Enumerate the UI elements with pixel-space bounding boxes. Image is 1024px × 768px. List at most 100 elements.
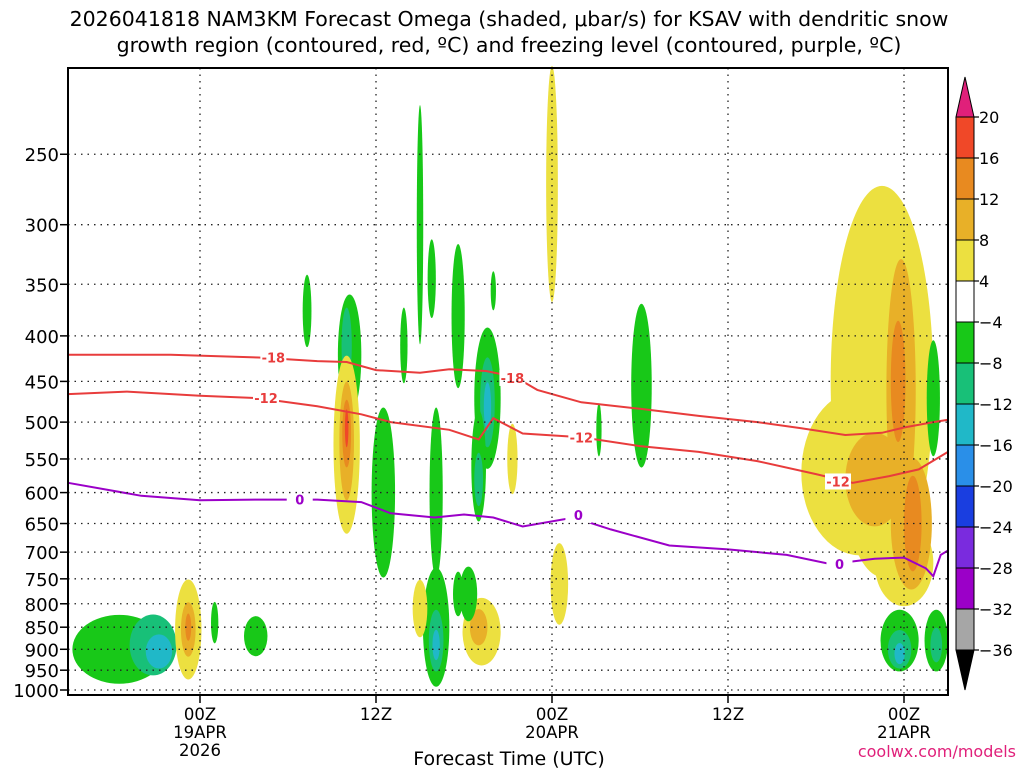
y-tick-label-400: 400 (25, 327, 59, 348)
grid-layer (68, 68, 948, 695)
colorbar-under-triangle (955, 649, 975, 691)
omega-area-46 (890, 320, 906, 443)
contour-label-0-0: 0 (295, 494, 304, 509)
omega-area-15 (371, 407, 396, 578)
omega-area-36 (546, 65, 558, 303)
colorbar-segment-5 (955, 403, 975, 446)
x-tick-year-0: 2026 (179, 741, 221, 760)
colorbar-label-5: −16 (979, 436, 1013, 455)
contour-layer: -18 -18 -12 -12 -12 0 0 0 (67, 349, 949, 579)
omega-area-23 (412, 579, 428, 638)
omega-area-22 (429, 407, 443, 578)
x-tick-label-0: 00Z (184, 705, 216, 724)
omega-area-51 (926, 340, 940, 457)
colorbar-segment-11 (955, 157, 975, 200)
omega-area-50 (894, 642, 905, 665)
colorbar-label-3: −24 (979, 518, 1013, 537)
omega-area-38 (596, 403, 602, 457)
contour-label-bg-0-2 (826, 556, 853, 573)
colorbar-segment-12 (955, 116, 975, 159)
y-tick-label-750: 750 (25, 570, 59, 591)
omega-area-7 (244, 616, 268, 657)
omega-area-16 (400, 307, 408, 384)
y-tick-label-650: 650 (25, 515, 59, 536)
y-tick-label-950: 950 (25, 661, 59, 682)
colorbar-segment-7 (955, 321, 975, 364)
y-tick-label-600: 600 (25, 484, 59, 505)
omega-area-39 (631, 303, 652, 468)
chart-title-line2: growth region (contoured, red, ºC) and f… (117, 33, 902, 57)
colorbar-label-0: −36 (979, 641, 1013, 660)
contour-line--18 (68, 353, 949, 437)
colorbar-segment-10 (955, 198, 975, 241)
contour-label-bg-0-1 (565, 507, 592, 524)
colorbar-label-7: −8 (979, 354, 1003, 373)
omega-area-35 (507, 423, 518, 495)
contour-label--12-0: -12 (254, 392, 278, 407)
y-tick-label-500: 500 (25, 413, 59, 434)
contour-label-0-1: 0 (574, 509, 583, 524)
omega-area-30 (474, 452, 484, 507)
y-tick-label-900: 900 (25, 640, 59, 661)
x-tick-date-24: 20APR (525, 723, 579, 742)
y-tick-label-550: 550 (25, 450, 59, 471)
contour-label-bg--12-0 (253, 390, 279, 407)
chart-title-line1: 2026041818 NAM3KM Forecast Omega (shaded… (70, 7, 949, 31)
omega-area-21 (432, 629, 440, 661)
omega-area-14 (344, 409, 349, 448)
y-tick-label-300: 300 (25, 216, 59, 237)
omega-area-18 (427, 239, 436, 319)
x-tick-date-48: 21APR (877, 723, 931, 742)
omega-area-37 (550, 543, 569, 625)
x-tick-label-36: 12Z (712, 705, 744, 724)
x-tick-date-0: 19APR (173, 723, 227, 742)
colorbar-label-11: 12 (979, 190, 999, 209)
omega-area-5 (185, 613, 192, 641)
y-tick-label-250: 250 (25, 145, 59, 166)
colorbar-over-triangle (955, 76, 975, 118)
colorbar-segment-2 (955, 526, 975, 569)
y-tick-label-800: 800 (25, 595, 59, 616)
x-tick-label-12: 12Z (360, 705, 392, 724)
contour-label-0-2: 0 (835, 558, 844, 573)
y-tick-label-1000: 1000 (13, 681, 59, 702)
colorbar-label-1: −32 (979, 600, 1013, 619)
colorbar-label-2: −28 (979, 559, 1013, 578)
colorbar: −36 −32 −28 −24 −20 −16 −12 −8 −4 4 8 12 16 20 (955, 76, 1013, 691)
omega-area-47 (904, 475, 922, 572)
x-tick-label-24: 00Z (536, 705, 568, 724)
omega-area-8 (302, 274, 312, 348)
plot-area (68, 65, 948, 695)
omega-area-53 (930, 627, 943, 663)
omega-area-31 (490, 271, 496, 311)
colorbar-segment-4 (955, 444, 975, 487)
credit-text: coolwx.com/models (858, 742, 1016, 761)
omega-area-2 (145, 634, 173, 669)
colorbar-label-6: −12 (979, 395, 1013, 414)
contour-label--12-2: -12 (826, 475, 850, 490)
y-tick-label-700: 700 (25, 543, 59, 564)
colorbar-segment-0 (955, 608, 975, 651)
contour-label--12-1: -12 (570, 431, 594, 446)
y-tick-label-450: 450 (25, 372, 59, 393)
colorbar-segment-9 (955, 239, 975, 282)
colorbar-label-8: −4 (979, 313, 1003, 332)
colorbar-label-12: 16 (979, 149, 999, 168)
colorbar-segment-8 (955, 280, 975, 323)
omega-area-34 (459, 566, 478, 622)
contour-label-bg-0-0 (286, 491, 313, 508)
colorbar-label-9: 4 (979, 272, 989, 291)
colorbar-segment-1 (955, 567, 975, 610)
colorbar-segment-3 (955, 485, 975, 528)
contour-label-bg--12-2 (825, 473, 851, 490)
contour-label-bg--18-0 (260, 349, 287, 366)
y-tick-label-350: 350 (25, 275, 59, 296)
omega-area-28 (483, 382, 492, 431)
x-tick-label-48: 00Z (888, 705, 920, 724)
contour-label--18-1: -18 (501, 372, 525, 387)
axis-layer: 2503003504004505005506006507007508008509… (13, 67, 949, 760)
contour-label-bg--18-1 (499, 369, 526, 386)
omega-area-6 (211, 601, 219, 644)
x-axis-label: Forecast Time (UTC) (413, 748, 604, 768)
